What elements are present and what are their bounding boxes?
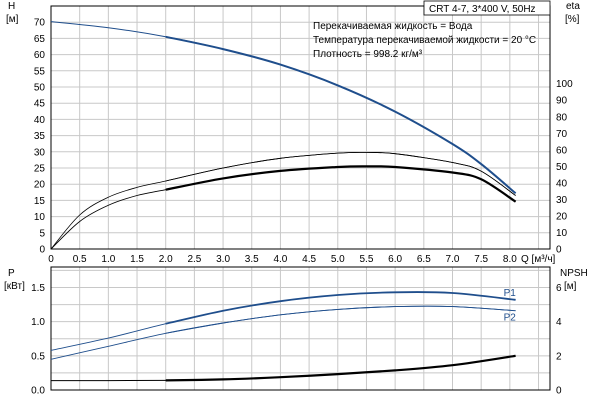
chart-title: CRT 4-7, 3*400 V, 50Hz — [429, 4, 536, 15]
upper-y-left-tick-label: 35 — [34, 131, 46, 142]
upper-y-right-tick-label: 60 — [556, 145, 568, 156]
x-tick-label: 5.5 — [360, 254, 374, 265]
lower-y-left-label-line1: P — [8, 268, 15, 279]
info-line-2: Температура перекачиваемой жидкости = 20… — [313, 35, 536, 46]
upper-y-left-tick-label: 15 — [34, 196, 46, 207]
x-tick-label: 0.5 — [73, 254, 87, 265]
upper-y-right-tick-label: 50 — [556, 162, 568, 173]
upper-y-left-tick-label: 20 — [34, 180, 46, 191]
upper-y-right-tick-label: 70 — [556, 129, 568, 140]
upper-y-right-tick-label: 40 — [556, 178, 568, 189]
upper-y-left-tick-label: 45 — [34, 99, 46, 110]
upper-y-left-tick-label: 30 — [34, 147, 46, 158]
lower-y-right-label-line2: [м] — [564, 281, 577, 292]
lower-y-left-tick-label: 1.5 — [31, 283, 45, 294]
x-tick-label: 2.5 — [187, 254, 201, 265]
x-tick-label: 6.0 — [388, 254, 402, 265]
upper-y-right-tick-label: 30 — [556, 195, 568, 206]
efficiency-curve-2-duty-range — [165, 165, 517, 203]
npsh-curve-duty-range — [165, 354, 516, 382]
efficiency-curve-2 — [50, 165, 516, 250]
upper-y-left-tick-label: 50 — [34, 83, 46, 94]
lower-y-left-tick-label: 0.5 — [31, 351, 45, 362]
x-axis-label: Q [м³/ч] — [521, 254, 556, 265]
upper-y-left-tick-label: 60 — [34, 50, 46, 61]
series-label-p1: P1 — [504, 288, 517, 299]
x-tick-label: 7.0 — [446, 254, 460, 265]
x-tick-label: 4.5 — [302, 254, 316, 265]
x-tick-label: 3.0 — [216, 254, 230, 265]
upper-y-right-tick-label: 0 — [556, 245, 562, 256]
upper-y-right-tick-label: 80 — [556, 112, 568, 123]
lower-y-right-tick-label: 4 — [556, 317, 562, 328]
upper-y-right-label-line1: eta — [566, 1, 580, 12]
upper-y-left-label-line2: [м] — [6, 14, 19, 25]
lower-y-right-tick-label: 0 — [556, 386, 562, 397]
lower-y-right-label-line1: NPSH — [560, 268, 588, 279]
x-tick-label: 8.0 — [503, 254, 517, 265]
upper-y-left-tick-label: 55 — [34, 66, 46, 77]
upper-y-right-tick-label: 90 — [556, 96, 568, 107]
upper-y-right-tick-label: 20 — [556, 211, 568, 222]
head-curve-duty-range — [165, 35, 517, 195]
lower-y-left-label-line2: [кВт] — [4, 281, 25, 292]
lower-y-left-tick-label: 0.0 — [31, 386, 45, 397]
power-p2-curve-duty-range — [165, 305, 516, 334]
lower-y-right-tick-label: 6 — [556, 283, 562, 294]
upper-y-left-tick-label: 0 — [39, 245, 45, 256]
lower-plot-frame — [50, 266, 551, 391]
upper-y-left-tick-label: 65 — [34, 34, 46, 45]
upper-plot-frame — [50, 5, 551, 250]
upper-y-left-label-line1: H — [8, 1, 15, 12]
upper-y-left-tick-label: 10 — [34, 212, 46, 223]
x-tick-label: 2.0 — [159, 254, 173, 265]
x-tick-label: 3.5 — [245, 254, 259, 265]
x-tick-label: 6.5 — [417, 254, 431, 265]
info-line-1: Перекачиваемая жидкость = Вода — [313, 21, 473, 32]
x-tick-label: 1.0 — [101, 254, 115, 265]
x-tick-label: 0 — [48, 254, 54, 265]
x-tick-label: 1.5 — [130, 254, 144, 265]
upper-y-left-tick-label: 25 — [34, 164, 46, 175]
lower-y-left-tick-label: 1.0 — [31, 317, 45, 328]
upper-y-right-label-line2: [%] — [565, 14, 580, 25]
x-tick-label: 4.0 — [273, 254, 287, 265]
upper-y-left-tick-label: 40 — [34, 115, 46, 126]
series-label-p2: P2 — [504, 313, 517, 324]
info-line-3: Плотность = 998.2 кг/м³ — [313, 49, 423, 60]
upper-y-left-tick-label: 5 — [39, 228, 45, 239]
efficiency-curve-1-duty-range — [165, 151, 516, 196]
upper-y-right-tick-label: 100 — [556, 79, 573, 90]
x-tick-label: 5.0 — [331, 254, 345, 265]
lower-y-right-tick-label: 2 — [556, 351, 562, 362]
upper-y-left-tick-label: 70 — [34, 18, 46, 29]
x-tick-label: 7.5 — [474, 254, 488, 265]
title-box — [423, 0, 551, 16]
power-p1-curve-duty-range — [165, 291, 516, 325]
upper-y-right-tick-label: 10 — [556, 228, 568, 239]
